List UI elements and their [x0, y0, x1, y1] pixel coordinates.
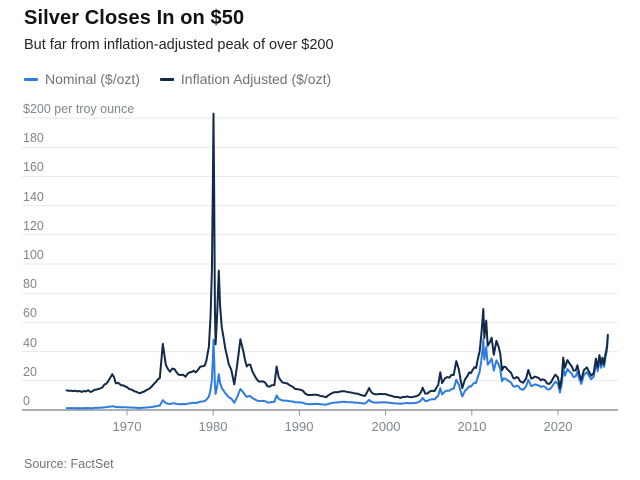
legend-item-nominal: Nominal ($/ozt)	[24, 71, 140, 87]
y-axis-label-20: 20	[23, 365, 37, 379]
y-axis-label-180: 180	[23, 131, 44, 145]
y-axis-label-80: 80	[23, 277, 37, 291]
legend-label-inflation-adjusted: Inflation Adjusted ($/ozt)	[180, 71, 332, 87]
page-title: Silver Closes In on $50	[24, 7, 245, 29]
x-axis-label-2020: 2020	[543, 419, 573, 434]
x-axis-label-1970: 1970	[112, 419, 142, 434]
source-credit: Source: FactSet	[24, 457, 114, 471]
x-axis-label-1980: 1980	[198, 419, 228, 434]
y-axis-label-40: 40	[23, 336, 37, 350]
page-subtitle: But far from inflation-adjusted peak of …	[24, 37, 334, 53]
y-axis-label-60: 60	[23, 306, 37, 320]
y-axis-label-0: 0	[23, 394, 30, 408]
nominal-line-swatch-icon	[24, 77, 38, 81]
x-axis-label-1990: 1990	[284, 419, 314, 434]
y-axis-label-120: 120	[23, 219, 44, 233]
y-axis-label-140: 140	[23, 190, 44, 204]
x-axis-label-2010: 2010	[457, 419, 487, 434]
x-axis-label-2000: 2000	[371, 419, 401, 434]
legend-label-nominal: Nominal ($/ozt)	[45, 71, 140, 87]
y-axis-label-100: 100	[23, 248, 44, 262]
adjusted-line-swatch-icon	[159, 77, 174, 81]
legend: Nominal ($/ozt) Inflation Adjusted ($/oz…	[24, 71, 331, 87]
y-axis-label-160: 160	[23, 160, 44, 174]
legend-item-inflation-adjusted: Inflation Adjusted ($/ozt)	[159, 71, 332, 87]
y-axis-label-200: $200 per troy ounce	[23, 102, 135, 116]
